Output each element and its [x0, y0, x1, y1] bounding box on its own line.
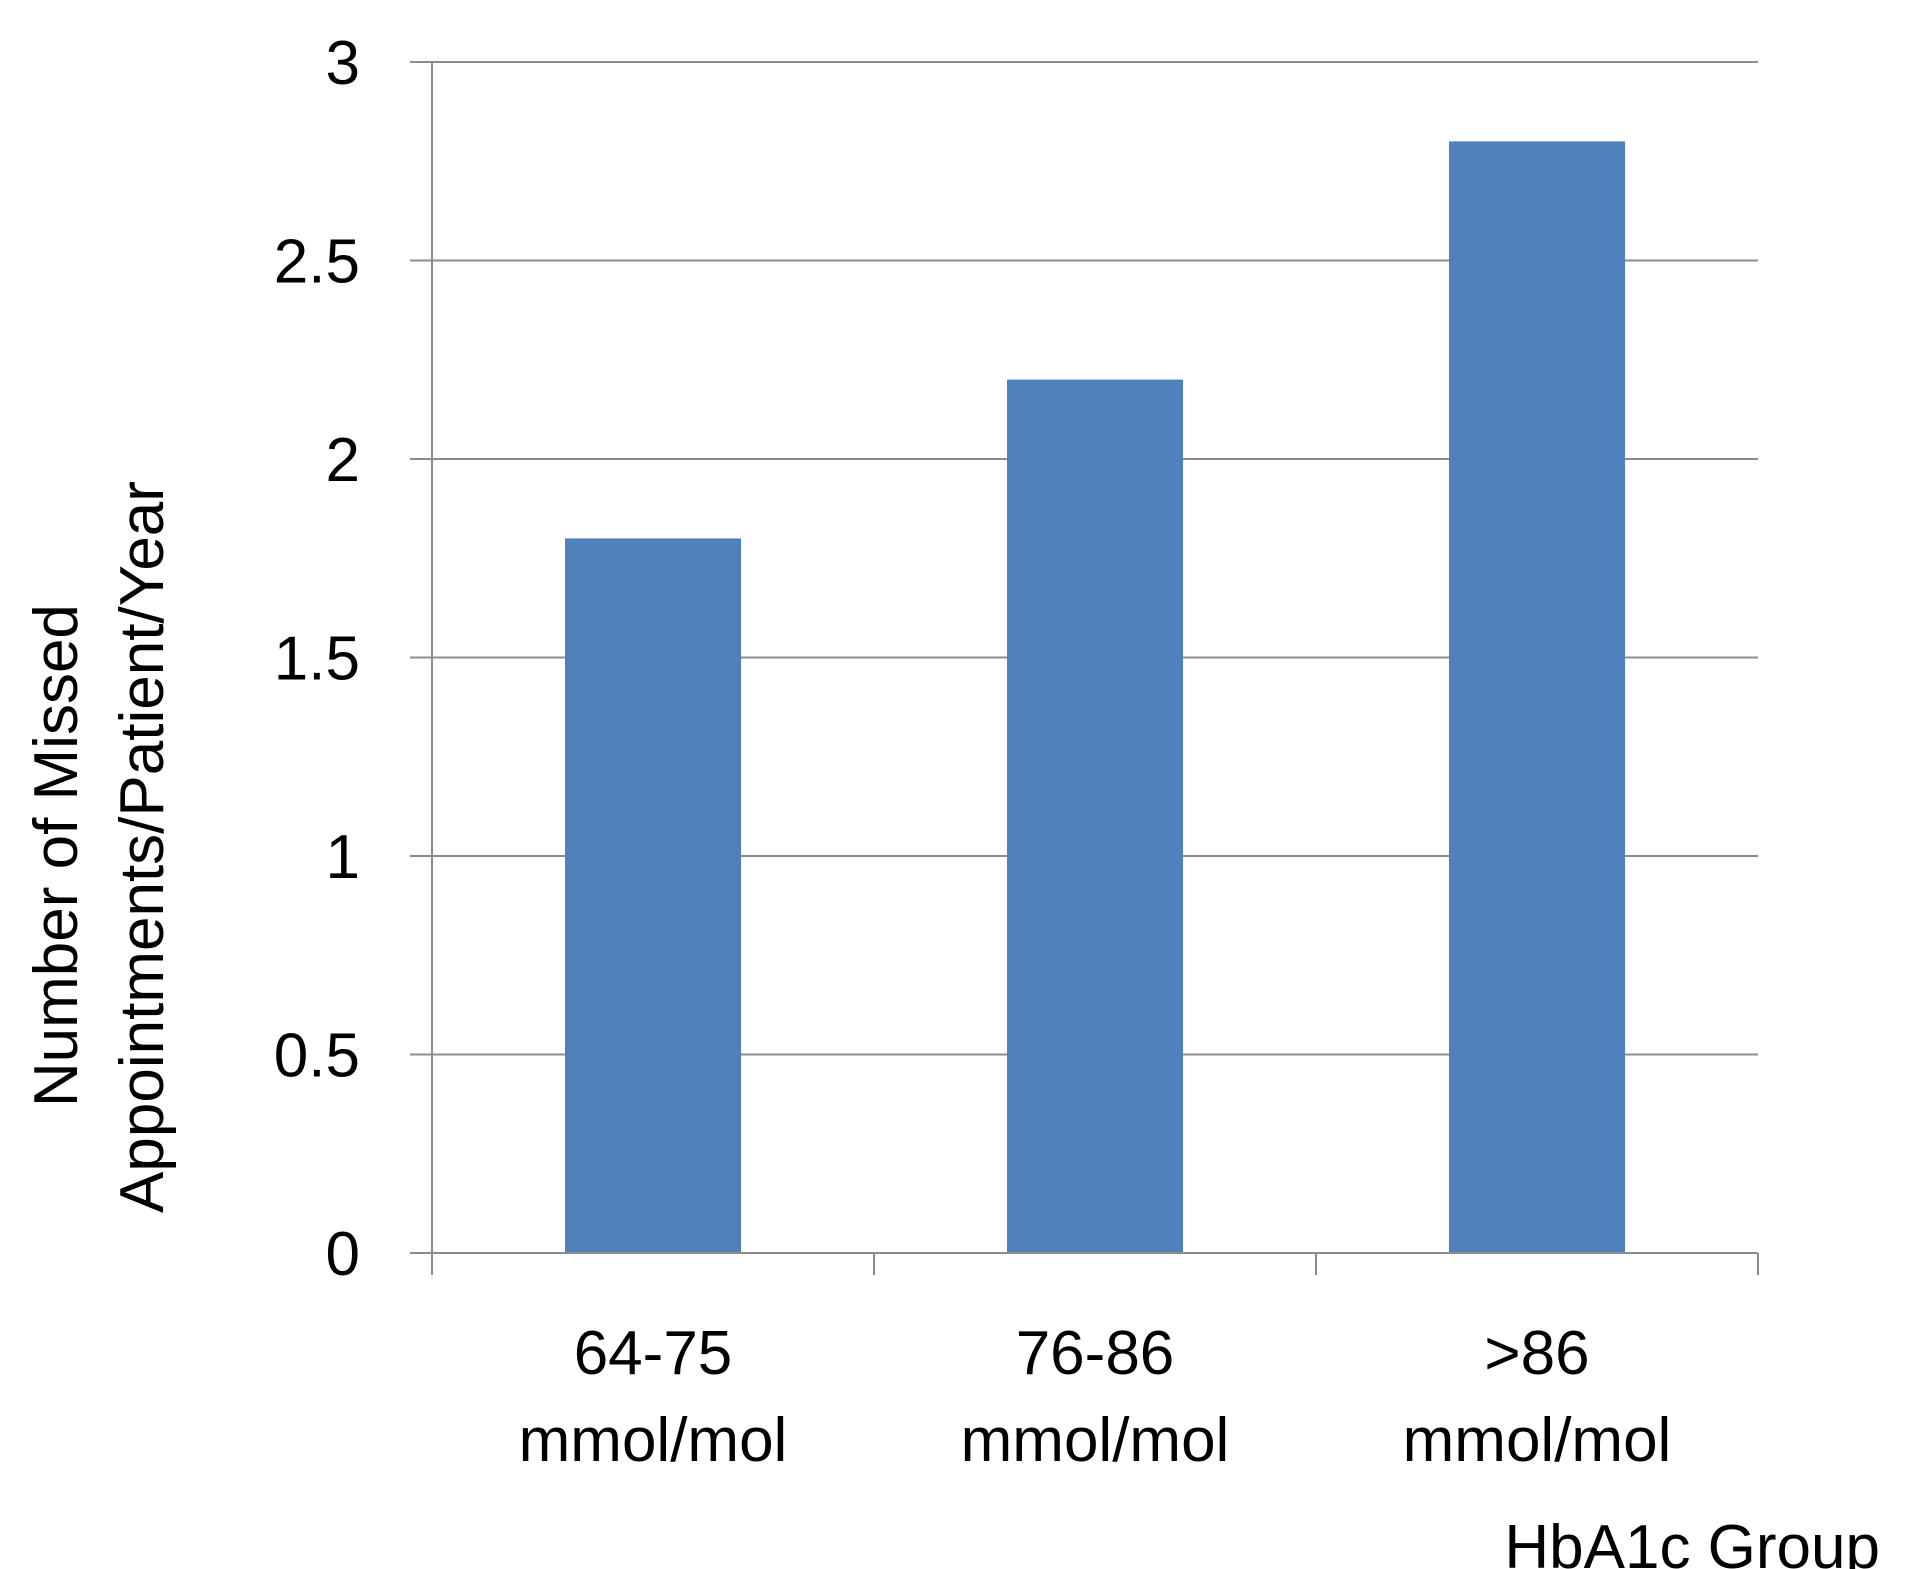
- x-tick-label: 64-75 mmol/mol: [519, 1319, 788, 1475]
- x-tick-label-line: mmol/mol: [961, 1406, 1230, 1475]
- x-tick-labels: 64-75 mmol/mol 76-86 mmol/mol >86 mmol/mol: [519, 1319, 1672, 1475]
- bar: [1449, 141, 1625, 1253]
- y-tick-label: 3: [326, 29, 360, 98]
- y-tick-label: 2.5: [274, 228, 360, 297]
- y-axis-title-line-1: Number of Missed: [22, 604, 91, 1107]
- x-tick-label-line: 76-86: [1016, 1319, 1175, 1388]
- y-axis-title: Number of Missed Appointments/Patient/Ye…: [22, 481, 177, 1213]
- y-tick-label: 0: [326, 1220, 360, 1289]
- x-axis-title: HbA1c Group: [1504, 1513, 1880, 1569]
- y-axis-title-line-2: Appointments/Patient/Year: [108, 481, 177, 1213]
- y-tick-label: 2: [326, 426, 360, 495]
- bars: [565, 141, 1625, 1254]
- y-tick-labels: 0 0.5 1 1.5 2 2.5 3: [274, 29, 360, 1289]
- x-tick-label-line: >86: [1484, 1319, 1589, 1388]
- x-tick-label-line: 64-75: [574, 1319, 733, 1388]
- axes: [431, 62, 1759, 1275]
- x-tick-label: >86 mmol/mol: [1403, 1319, 1672, 1475]
- x-tick-label-line: mmol/mol: [519, 1406, 788, 1475]
- bar: [1007, 379, 1183, 1254]
- bar: [565, 538, 741, 1253]
- x-tick-label-line: mmol/mol: [1403, 1406, 1672, 1475]
- y-tick-label: 1.5: [274, 625, 360, 694]
- y-tick-label: 0.5: [274, 1022, 360, 1091]
- y-tick-label: 1: [326, 823, 360, 892]
- x-tick-label: 76-86 mmol/mol: [961, 1319, 1230, 1475]
